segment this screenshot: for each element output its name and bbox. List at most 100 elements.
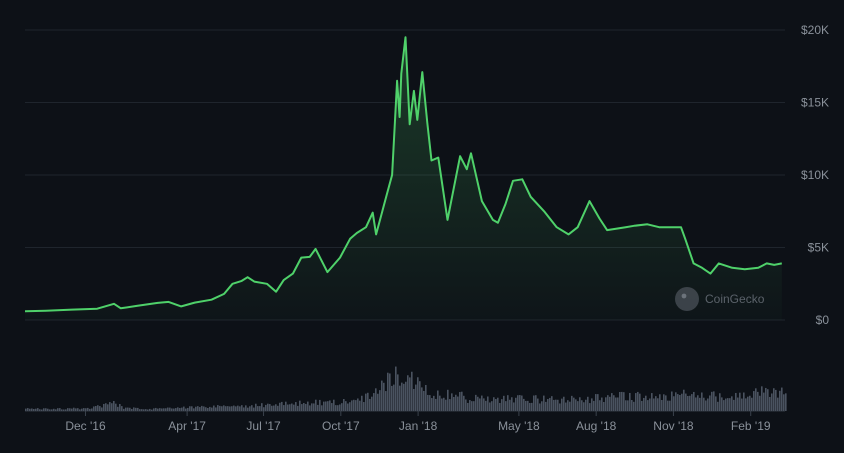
volume-bar xyxy=(87,407,89,411)
volume-bar xyxy=(625,400,627,411)
volume-bar xyxy=(405,381,407,411)
volume-bar xyxy=(455,394,457,411)
volume-bar xyxy=(759,395,761,411)
volume-bar xyxy=(35,408,37,411)
volume-bar xyxy=(171,408,173,411)
volume-bar xyxy=(229,406,231,411)
volume-bar xyxy=(639,393,641,411)
volume-bar xyxy=(753,391,755,411)
volume-bar xyxy=(287,404,289,411)
volume-bar xyxy=(53,408,55,411)
volume-bar xyxy=(365,393,367,411)
volume-bar xyxy=(367,392,369,411)
volume-bar xyxy=(429,395,431,411)
volume-bar xyxy=(679,395,681,411)
volume-bar xyxy=(409,377,411,411)
volume-bar xyxy=(451,393,453,411)
volume-bar xyxy=(105,403,107,411)
volume-bar xyxy=(583,402,585,411)
volume-bar xyxy=(173,408,175,411)
x-tick-label: Jul '17 xyxy=(246,419,281,433)
volume-bar xyxy=(537,398,539,411)
volume-bar xyxy=(51,409,53,411)
volume-bar xyxy=(767,389,769,411)
volume-bar xyxy=(731,396,733,411)
volume-bar xyxy=(107,404,109,411)
volume-bar xyxy=(691,394,693,411)
volume-bar xyxy=(363,402,365,411)
watermark-text: CoinGecko xyxy=(705,292,765,306)
volume-bar xyxy=(547,399,549,411)
volume-bar xyxy=(595,394,597,411)
volume-bar xyxy=(261,403,263,411)
volume-bar xyxy=(457,396,459,411)
volume-bar xyxy=(311,403,313,411)
volume-bar xyxy=(291,403,293,411)
volume-bar xyxy=(223,405,225,411)
volume-bar xyxy=(779,390,781,411)
x-tick-label: Oct '17 xyxy=(322,419,360,433)
volume-bar xyxy=(333,399,335,411)
volume-bar xyxy=(307,401,309,411)
volume-bar xyxy=(313,403,315,411)
volume-bar xyxy=(557,399,559,411)
volume-bar xyxy=(241,405,243,411)
volume-bar xyxy=(157,408,159,411)
volume-bar xyxy=(325,401,327,411)
x-tick-label: Jan '18 xyxy=(399,419,438,433)
volume-bar xyxy=(103,403,105,411)
volume-bar xyxy=(611,393,613,411)
volume-bar xyxy=(393,384,395,411)
volume-bar xyxy=(359,400,361,411)
volume-bar xyxy=(197,406,199,411)
volume-bar xyxy=(715,396,717,411)
x-tick-label: Apr '17 xyxy=(168,419,206,433)
volume-bar xyxy=(389,373,391,411)
volume-bar xyxy=(601,397,603,411)
volume-bar xyxy=(529,402,531,411)
volume-bar xyxy=(477,396,479,411)
volume-bar xyxy=(225,406,227,411)
volume-bar xyxy=(215,407,217,411)
volume-bar xyxy=(785,393,787,411)
volume-bar xyxy=(709,395,711,411)
volume-bar xyxy=(321,405,323,411)
volume-bar xyxy=(303,403,305,411)
volume-bar xyxy=(593,400,595,411)
volume-bar xyxy=(633,401,635,411)
volume-bar xyxy=(491,401,493,411)
volume-bar xyxy=(253,407,255,411)
volume-bar xyxy=(535,395,537,411)
volume-bar xyxy=(473,401,475,411)
volume-bar xyxy=(599,400,601,411)
volume-bar xyxy=(749,395,751,411)
volume-bar xyxy=(777,397,779,411)
volume-bar xyxy=(507,395,509,411)
volume-bar xyxy=(483,398,485,411)
volume-bar xyxy=(377,393,379,411)
volume-bar xyxy=(407,375,409,411)
volume-bar xyxy=(573,397,575,411)
price-area-fill xyxy=(25,37,782,321)
volume-bar xyxy=(617,397,619,411)
volume-bar xyxy=(423,390,425,411)
volume-bar xyxy=(453,396,455,411)
volume-bar xyxy=(233,405,235,411)
volume-bar xyxy=(273,405,275,411)
volume-bar xyxy=(149,408,151,411)
volume-bar xyxy=(441,398,443,411)
volume-bar xyxy=(255,403,257,411)
volume-bar xyxy=(293,404,295,411)
volume-bar xyxy=(147,409,149,411)
volume-bar xyxy=(109,402,111,411)
volume-bar xyxy=(435,398,437,411)
volume-bar xyxy=(531,402,533,411)
volume-bar xyxy=(203,406,205,411)
volume-bar xyxy=(61,409,63,411)
volume-bar xyxy=(577,401,579,411)
volume-bar xyxy=(217,405,219,411)
volume-bar xyxy=(33,408,35,411)
volume-bar xyxy=(275,404,277,411)
volume-bar xyxy=(649,398,651,411)
